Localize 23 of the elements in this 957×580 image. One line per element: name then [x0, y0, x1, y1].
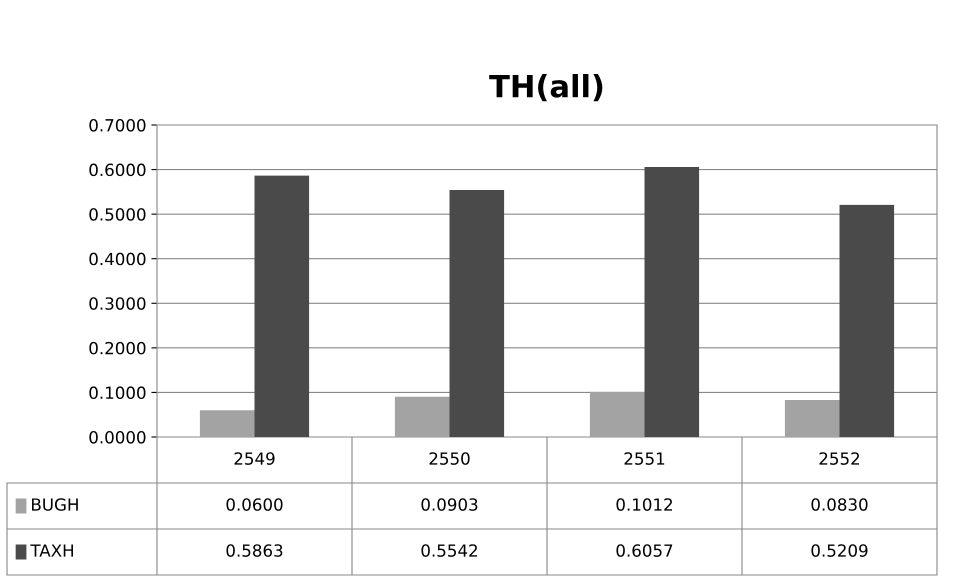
- y-tick-label: 0.1000: [89, 386, 146, 399]
- y-tick-label: 0.7000: [89, 118, 146, 132]
- legend-label: TAXH: [30, 544, 74, 557]
- data-label: 0.0600: [226, 498, 283, 511]
- data-label: 0.0830: [811, 498, 868, 511]
- data-label: 0.5542: [421, 544, 477, 557]
- y-tick-label: 0.6000: [89, 164, 146, 176]
- data-label: 0.1012: [616, 498, 672, 511]
- y-tick-label: 0.5000: [89, 208, 146, 221]
- y-tick-label: 0.4000: [89, 252, 146, 266]
- data-label: 0.5863: [226, 544, 282, 557]
- data-label: 0.6057: [616, 544, 672, 557]
- chart-title: TH(all): [489, 74, 602, 102]
- data-label: 0.5209: [811, 544, 868, 557]
- y-tick-label: 0.3000: [89, 297, 146, 310]
- x-tick-label: 2551: [624, 452, 664, 465]
- x-tick-label: 2550: [430, 452, 470, 465]
- y-tick-label: 0.2000: [89, 342, 146, 354]
- data-label: 0.0903: [421, 498, 478, 511]
- legend-label: BUGH: [32, 498, 78, 511]
- y-tick-label: 0.0000: [89, 430, 146, 444]
- x-tick-label: 2549: [234, 452, 275, 465]
- x-tick-label: 2552: [820, 452, 860, 465]
